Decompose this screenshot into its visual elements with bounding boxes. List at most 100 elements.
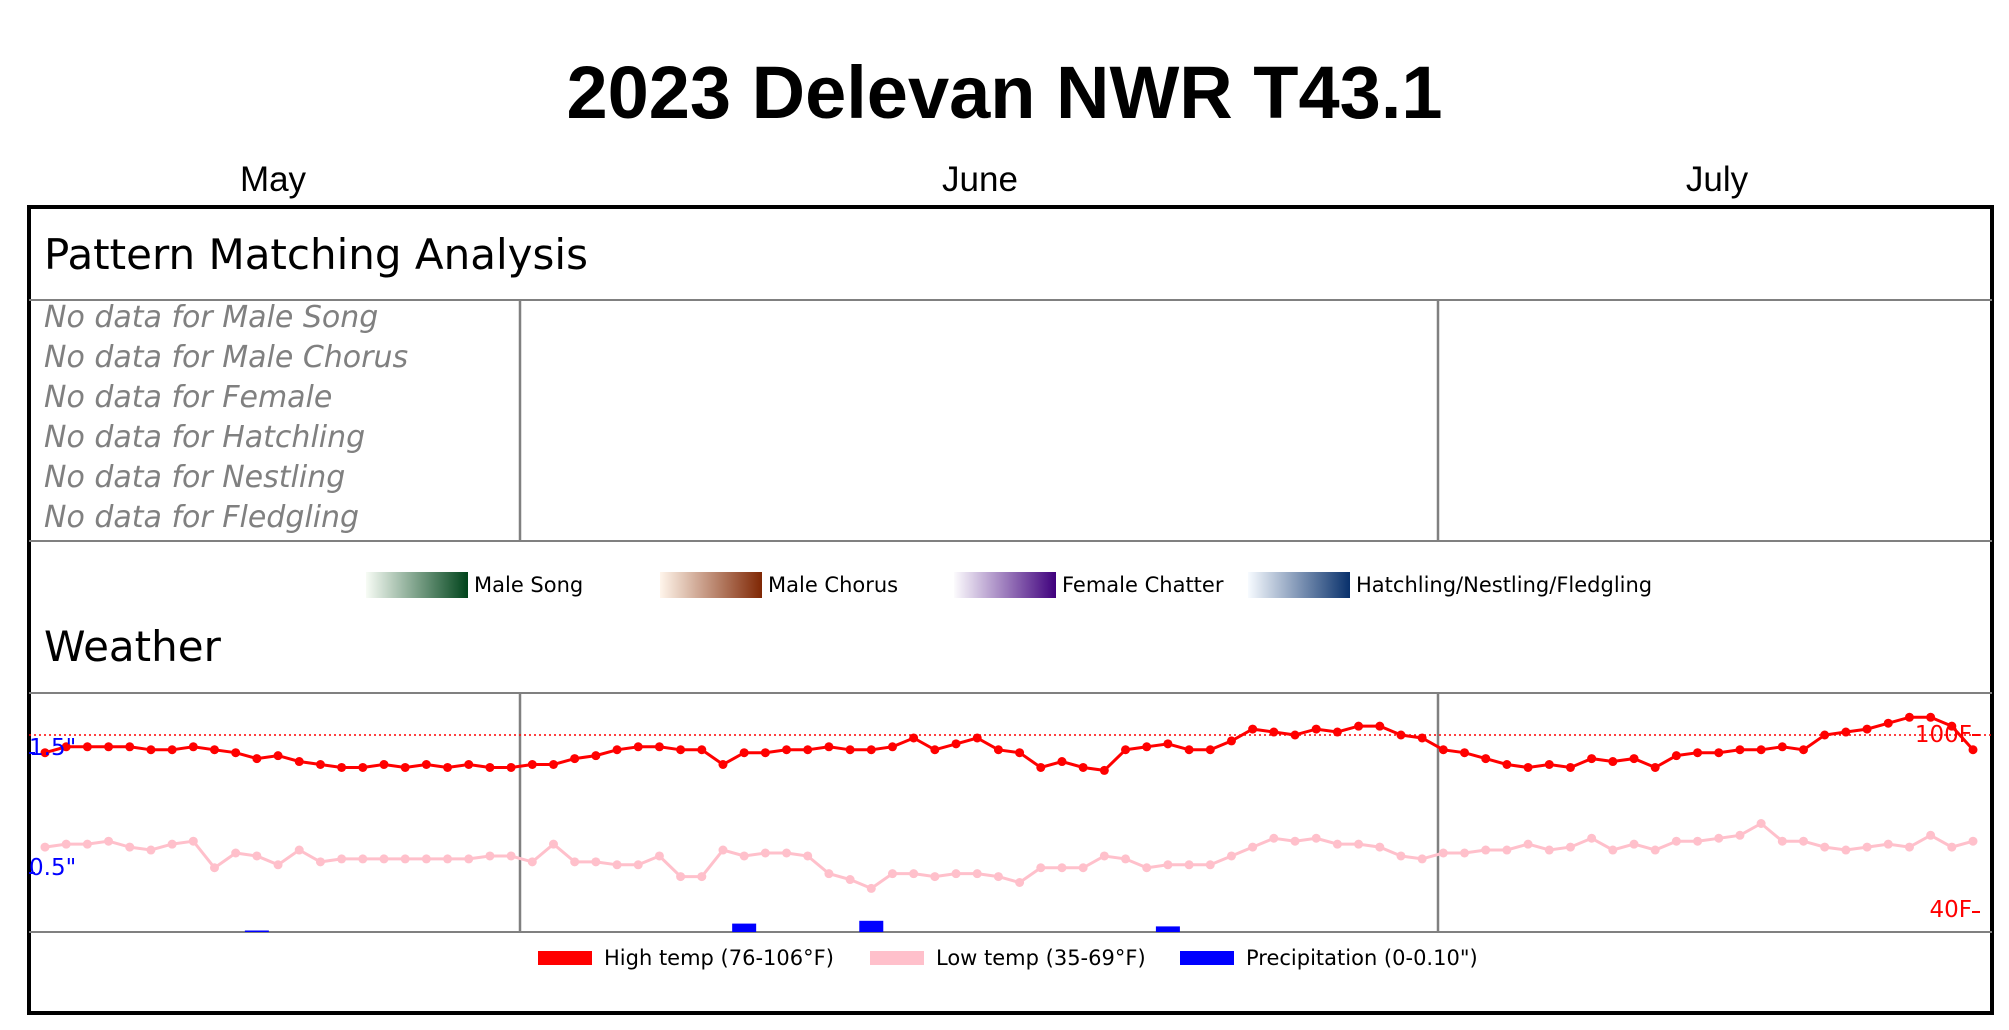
low-temp-point bbox=[1290, 836, 1300, 846]
legend-hatchling: Hatchling/Nestling/Fledgling bbox=[1248, 572, 1652, 598]
high-temp-point bbox=[1375, 721, 1385, 731]
low-temp-point bbox=[845, 875, 855, 885]
high-temp-point bbox=[548, 760, 558, 769]
high-temp-point bbox=[718, 760, 728, 769]
low-temp-point bbox=[887, 869, 897, 879]
high-temp-point bbox=[1968, 745, 1978, 755]
legend-high-temp-label: High temp (76-106°F) bbox=[604, 946, 834, 970]
high-temp-point bbox=[1269, 727, 1279, 737]
high-temp-point bbox=[1799, 745, 1809, 755]
legend-high-temp: High temp (76-106°F) bbox=[538, 946, 834, 970]
low-temp-point bbox=[1693, 836, 1703, 846]
high-temp-point bbox=[40, 748, 50, 758]
low-temp-point bbox=[527, 857, 537, 867]
low-temp-point bbox=[909, 869, 919, 879]
low-temp-point bbox=[570, 857, 580, 867]
temp-axis-label-100: 100F bbox=[1914, 722, 1972, 748]
low-temp-point bbox=[400, 854, 410, 864]
high-temp-point bbox=[782, 745, 792, 755]
low-temp-point bbox=[1565, 842, 1575, 852]
low-temp-point bbox=[1332, 839, 1342, 849]
legend-female-chatter-swatch bbox=[954, 572, 1056, 598]
high-temp-point bbox=[273, 751, 283, 761]
low-temp-point bbox=[1714, 833, 1724, 843]
high-temp-point bbox=[1460, 748, 1470, 758]
high-temp-line bbox=[44, 715, 1975, 772]
high-temp-point bbox=[1417, 733, 1427, 743]
high-temp-point bbox=[1693, 748, 1703, 758]
low-temp-point bbox=[548, 839, 558, 849]
high-temp-point bbox=[294, 757, 304, 767]
high-temp-point bbox=[1015, 748, 1025, 758]
high-temp-point bbox=[1332, 727, 1342, 737]
legend-high-temp-swatch bbox=[538, 951, 592, 965]
high-temp-point bbox=[1565, 762, 1575, 772]
high-temp-point bbox=[591, 751, 601, 761]
precip-bar bbox=[1155, 926, 1180, 932]
low-temp-point bbox=[125, 842, 135, 852]
low-temp-point bbox=[803, 851, 813, 861]
low-temp-point bbox=[866, 883, 876, 893]
high-temp-point bbox=[654, 742, 664, 752]
high-temp-point bbox=[697, 745, 707, 755]
no-data-female: No data for Female bbox=[44, 380, 333, 415]
high-temp-point bbox=[315, 760, 325, 769]
low-temp-point bbox=[1756, 819, 1766, 828]
low-temp-point bbox=[1205, 860, 1215, 870]
low-temp-point bbox=[443, 854, 453, 864]
high-temp-point bbox=[1841, 727, 1851, 737]
low-temp-point bbox=[1438, 848, 1448, 858]
precip-axis-label-1-5: 1.5" bbox=[29, 735, 77, 761]
high-temp-point bbox=[1354, 721, 1364, 731]
high-temp-point bbox=[1290, 730, 1300, 740]
low-temp-point bbox=[1121, 854, 1131, 864]
high-temp-point bbox=[993, 745, 1003, 755]
legend-female-chatter-label: Female Chatter bbox=[1062, 573, 1224, 597]
high-temp-point bbox=[570, 754, 580, 764]
high-temp-point bbox=[1756, 745, 1766, 755]
low-temp-point bbox=[231, 848, 241, 858]
low-temp-point bbox=[1417, 854, 1427, 864]
low-temp-point bbox=[1841, 845, 1851, 855]
high-temp-point bbox=[972, 733, 982, 743]
high-temp-point bbox=[209, 745, 219, 755]
precip-bar bbox=[244, 930, 269, 932]
low-temp-point bbox=[1460, 848, 1470, 858]
high-temp-point bbox=[167, 745, 177, 755]
low-temp-point bbox=[1481, 845, 1491, 855]
low-temp-point bbox=[1502, 845, 1512, 855]
low-temp-point bbox=[676, 872, 686, 882]
low-temp-point bbox=[782, 848, 792, 858]
high-temp-point bbox=[760, 748, 770, 758]
high-temp-point bbox=[824, 742, 834, 752]
low-temp-point bbox=[1608, 845, 1618, 855]
low-temp-point bbox=[209, 863, 219, 873]
high-temp-point bbox=[1078, 762, 1088, 772]
high-temp-point bbox=[1226, 736, 1236, 746]
high-temp-point bbox=[104, 742, 114, 752]
low-temp-point bbox=[1226, 851, 1236, 861]
legend-low-temp: Low temp (35-69°F) bbox=[870, 946, 1146, 970]
high-temp-point bbox=[146, 745, 156, 755]
high-temp-point bbox=[1671, 751, 1681, 761]
low-temp-point bbox=[930, 872, 940, 882]
high-temp-point bbox=[337, 762, 347, 772]
high-temp-point bbox=[1926, 712, 1936, 722]
temp-axis-label-40: 40F bbox=[1929, 897, 1973, 923]
high-temp-point bbox=[1544, 760, 1554, 769]
no-data-hatchling: No data for Hatchling bbox=[44, 420, 366, 455]
high-temp-point bbox=[1311, 724, 1321, 734]
high-temp-point bbox=[1629, 754, 1639, 764]
high-temp-point bbox=[1862, 724, 1872, 734]
high-temp-point bbox=[61, 742, 71, 752]
low-temp-point bbox=[1396, 851, 1406, 861]
low-temp-point bbox=[1820, 842, 1830, 852]
low-temp-point bbox=[1163, 860, 1173, 870]
high-temp-point bbox=[231, 748, 241, 758]
low-temp-point bbox=[252, 851, 262, 861]
high-temp-point bbox=[527, 760, 537, 769]
high-temp-point bbox=[1396, 730, 1406, 740]
month-label-july: July bbox=[1685, 160, 1749, 199]
high-temp-point bbox=[612, 745, 622, 755]
high-temp-point bbox=[1248, 724, 1258, 734]
